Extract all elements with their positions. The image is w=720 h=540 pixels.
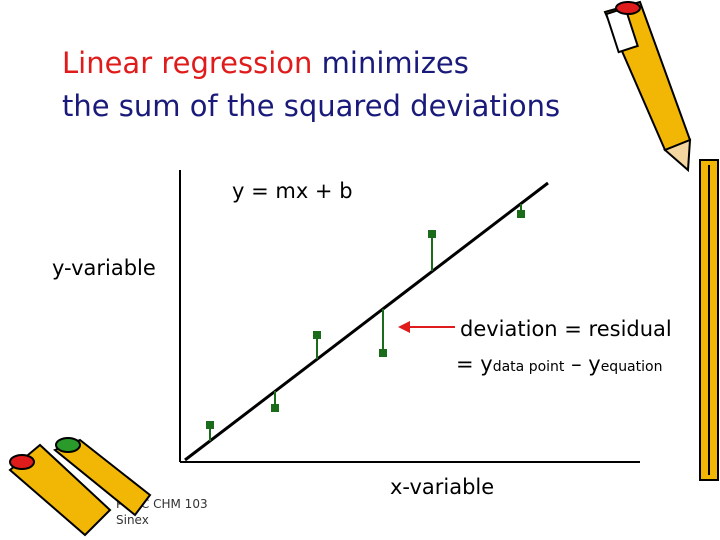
footer-line-2: Sinex (116, 513, 149, 527)
pencil-right (699, 159, 719, 481)
title-line-1: Linear regression minimizes (62, 46, 469, 80)
annotation-line-2: = ydata point – yequation (456, 352, 662, 376)
data-point (517, 210, 525, 218)
arrow-head (398, 321, 410, 333)
pencil-bottom (8, 437, 152, 537)
x-axis-label: x-variable (390, 475, 494, 499)
title-rest: minimizes (312, 46, 468, 80)
data-point (379, 349, 387, 357)
annotation-minus: – y (564, 352, 600, 376)
regression-line (184, 181, 549, 462)
equation: y = mx + b (232, 179, 353, 203)
annotation-sub: equation (601, 359, 663, 375)
data-point (206, 421, 214, 429)
annotation-prefix: = y (456, 352, 493, 376)
data-point (313, 331, 321, 339)
title-line-2: the sum of the squared deviations (62, 89, 560, 123)
residuals (206, 204, 525, 441)
y-axis-label: y-variable (52, 256, 156, 280)
data-point (271, 404, 279, 412)
title-highlight: Linear regression (62, 46, 312, 80)
data-point (428, 230, 436, 238)
annotation-sub: data point (493, 359, 565, 375)
pencil-top (603, 0, 692, 173)
annotation-line-1: deviation = residual (460, 317, 672, 341)
